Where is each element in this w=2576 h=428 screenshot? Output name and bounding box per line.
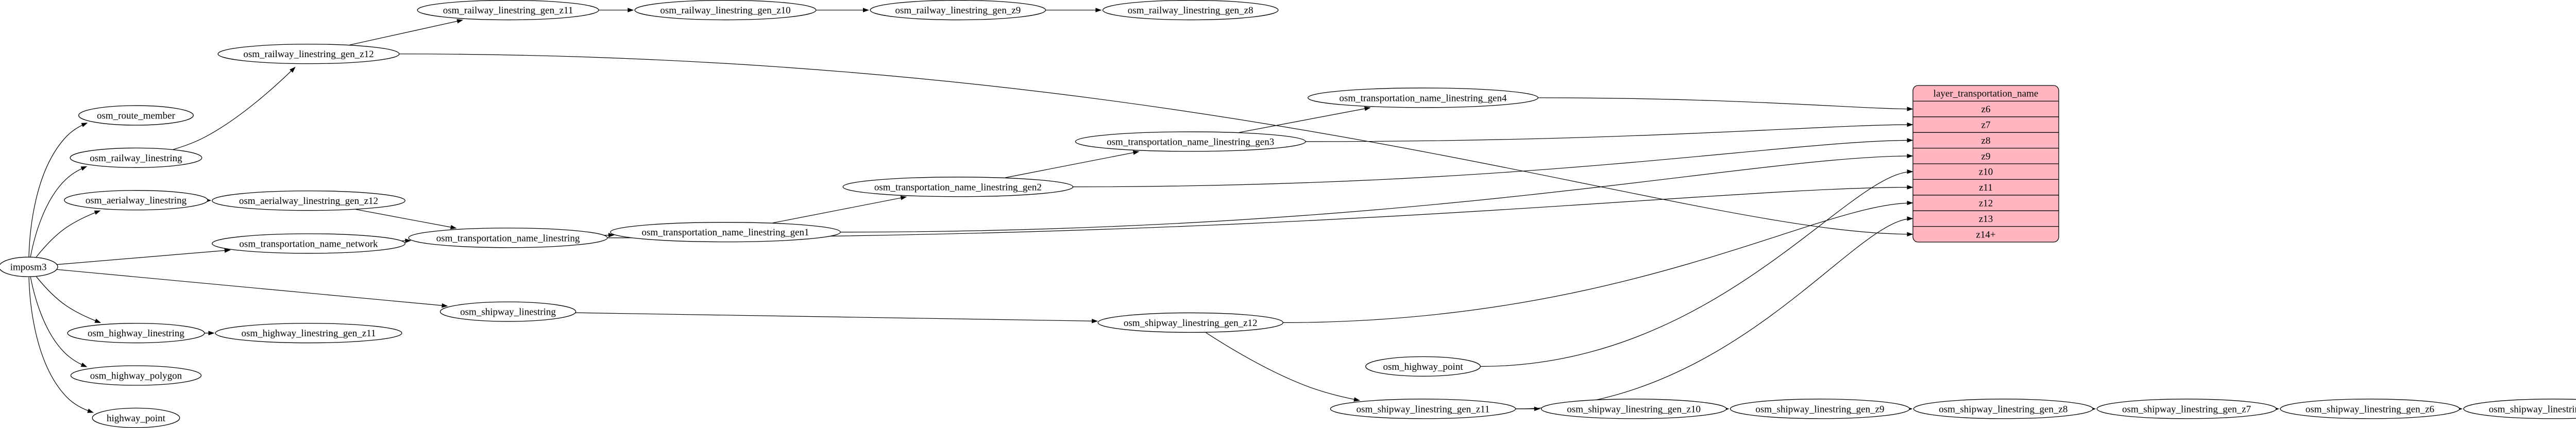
svg-text:osm_shipway_linestring_gen_z7: osm_shipway_linestring_gen_z7 bbox=[2122, 404, 2251, 415]
svg-text:osm_shipway_linestring_gen_z8: osm_shipway_linestring_gen_z8 bbox=[1939, 404, 2067, 415]
svg-text:z9: z9 bbox=[1981, 151, 1991, 162]
svg-text:osm_shipway_linestring_gen_z11: osm_shipway_linestring_gen_z11 bbox=[1357, 404, 1490, 415]
svg-text:layer_transportation_name: layer_transportation_name bbox=[1934, 89, 2039, 99]
svg-text:z6: z6 bbox=[1981, 104, 1991, 115]
svg-text:osm_shipway_linestring: osm_shipway_linestring bbox=[460, 307, 556, 318]
svg-text:osm_route_member: osm_route_member bbox=[97, 111, 176, 122]
svg-text:osm_aerialway_linestring: osm_aerialway_linestring bbox=[86, 195, 187, 206]
svg-text:highway_point: highway_point bbox=[107, 413, 166, 424]
svg-text:osm_aerialway_linestring_gen_z: osm_aerialway_linestring_gen_z12 bbox=[239, 196, 378, 207]
svg-text:osm_shipway_linestring_gen_z6: osm_shipway_linestring_gen_z6 bbox=[2306, 404, 2434, 415]
svg-text:osm_railway_linestring_gen_z11: osm_railway_linestring_gen_z11 bbox=[443, 5, 573, 16]
svg-text:osm_railway_linestring_gen_z9: osm_railway_linestring_gen_z9 bbox=[895, 5, 1021, 16]
svg-text:osm_transportation_name_linest: osm_transportation_name_linestring_gen1 bbox=[641, 227, 809, 238]
svg-text:osm_railway_linestring: osm_railway_linestring bbox=[90, 153, 182, 164]
svg-text:z11: z11 bbox=[1979, 182, 1993, 193]
svg-text:z14+: z14+ bbox=[1976, 229, 1995, 240]
svg-text:osm_highway_linestring_gen_z11: osm_highway_linestring_gen_z11 bbox=[241, 328, 376, 339]
svg-text:z10: z10 bbox=[1979, 167, 1993, 178]
svg-text:osm_transportation_name_linest: osm_transportation_name_linestring_gen2 bbox=[874, 182, 1042, 193]
svg-text:osm_shipway_linestring_gen_z9: osm_shipway_linestring_gen_z9 bbox=[1755, 404, 1884, 415]
svg-text:osm_railway_linestring_gen_z8: osm_railway_linestring_gen_z8 bbox=[1128, 5, 1253, 16]
svg-text:osm_shipway_linestring_gen_z12: osm_shipway_linestring_gen_z12 bbox=[1124, 318, 1258, 329]
svg-text:osm_highway_polygon: osm_highway_polygon bbox=[90, 371, 182, 382]
svg-text:osm_highway_linestring: osm_highway_linestring bbox=[88, 328, 184, 339]
svg-text:osm_shipway_linestring_gen_z10: osm_shipway_linestring_gen_z10 bbox=[1567, 404, 1701, 415]
svg-text:osm_railway_linestring_gen_z10: osm_railway_linestring_gen_z10 bbox=[660, 5, 790, 16]
svg-text:z7: z7 bbox=[1981, 120, 1991, 131]
svg-text:osm_railway_linestring_gen_z12: osm_railway_linestring_gen_z12 bbox=[243, 49, 374, 60]
svg-text:z13: z13 bbox=[1979, 214, 1993, 225]
svg-text:z12: z12 bbox=[1979, 198, 1993, 209]
svg-text:osm_transportation_name_linest: osm_transportation_name_linestring_gen3 bbox=[1107, 136, 1274, 147]
svg-text:osm_shipway_linestring_gen_z5: osm_shipway_linestring_gen_z5 bbox=[2489, 404, 2576, 415]
svg-text:osm_transportation_name_linest: osm_transportation_name_linestring_gen4 bbox=[1340, 93, 1507, 104]
svg-text:osm_transportation_name_networ: osm_transportation_name_network bbox=[239, 238, 378, 249]
svg-text:osm_transportation_name_linest: osm_transportation_name_linestring bbox=[436, 233, 580, 244]
svg-text:z8: z8 bbox=[1981, 135, 1991, 146]
svg-text:osm_highway_point: osm_highway_point bbox=[1383, 362, 1463, 372]
svg-text:imposm3: imposm3 bbox=[10, 262, 47, 273]
